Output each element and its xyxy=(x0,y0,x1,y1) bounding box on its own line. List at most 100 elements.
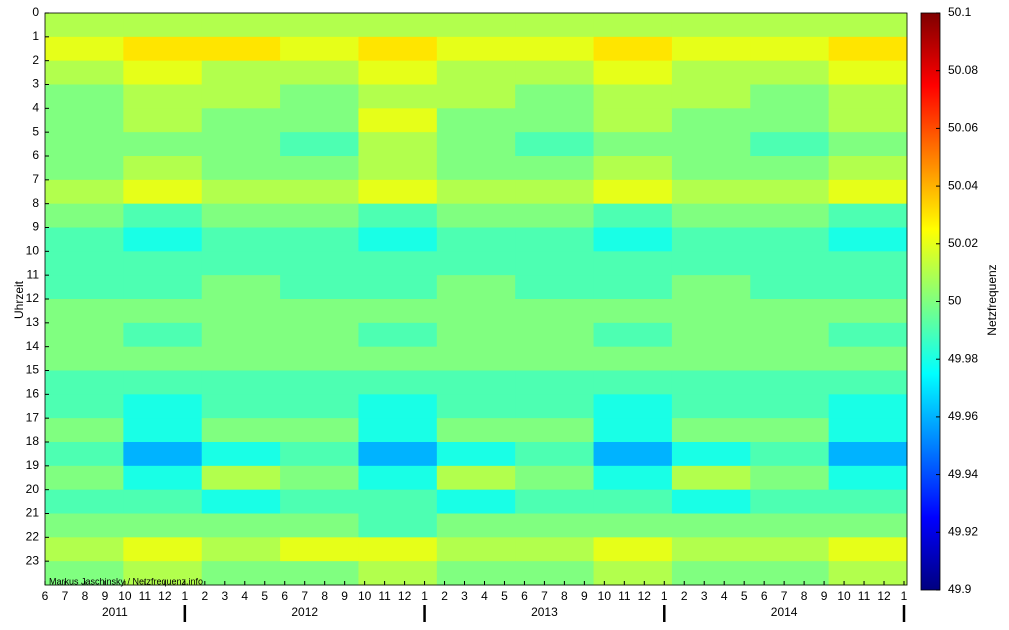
heatmap-cell xyxy=(515,346,595,371)
heatmap-cell xyxy=(45,203,124,228)
x-tick-label: 8 xyxy=(561,589,568,603)
heatmap-cell xyxy=(436,537,516,562)
heatmap-cell xyxy=(358,203,438,228)
x-tick-label: 8 xyxy=(801,589,808,603)
heatmap-cell xyxy=(45,299,124,324)
x-tick-label: 10 xyxy=(837,589,851,603)
heatmap-cell xyxy=(45,418,124,443)
heatmap-cell xyxy=(828,179,908,205)
heatmap-cell xyxy=(358,370,438,395)
heatmap-cell xyxy=(828,561,908,586)
heatmap-cell xyxy=(436,203,516,228)
heatmap-cell xyxy=(515,156,595,181)
x-tick-label: 9 xyxy=(341,589,348,603)
heatmap-cell xyxy=(828,108,908,133)
heatmap-cell xyxy=(123,346,203,371)
heatmap-cell xyxy=(671,322,751,348)
heatmap-cell xyxy=(280,299,359,324)
heatmap-cell xyxy=(201,489,281,514)
colorbar-tick-label: 49.9 xyxy=(948,582,972,596)
heatmap-cell xyxy=(201,561,281,586)
y-tick-label: 15 xyxy=(26,363,40,377)
heatmap-cell xyxy=(515,108,595,133)
heatmap-cell xyxy=(45,442,124,467)
heatmap-cell xyxy=(671,418,751,443)
heatmap-cell xyxy=(201,513,281,538)
x-tick-label: 3 xyxy=(701,589,708,603)
colorbar-tick-label: 49.94 xyxy=(948,467,978,481)
x-tick-label: 9 xyxy=(581,589,588,603)
x-tick-label: 6 xyxy=(281,589,288,603)
heatmap-cell xyxy=(123,108,203,133)
heatmap-cell xyxy=(45,465,124,491)
heatmap-cell xyxy=(45,179,124,205)
heatmap-cell xyxy=(671,346,751,371)
heatmap-cell xyxy=(280,465,359,491)
heatmap-cell xyxy=(593,36,673,62)
heatmap-cell xyxy=(593,13,673,38)
heatmap-cell xyxy=(436,179,516,205)
y-tick-label: 17 xyxy=(26,410,40,424)
heatmap-cell xyxy=(750,370,830,395)
heatmap-cell xyxy=(201,156,281,181)
heatmap-cell xyxy=(123,489,203,514)
heatmap-cell xyxy=(436,561,516,586)
colorbar-tick-label: 49.92 xyxy=(948,524,978,538)
heatmap-cell xyxy=(436,346,516,371)
y-tick-label: 8 xyxy=(32,196,39,210)
heatmap-cell xyxy=(750,179,830,205)
heatmap-cell xyxy=(515,513,595,538)
heatmap-cell xyxy=(750,108,830,133)
heatmap-cell xyxy=(201,108,281,133)
heatmap-cell xyxy=(123,179,203,205)
heatmap-cell xyxy=(358,394,438,419)
heatmap-cell xyxy=(750,442,830,467)
heatmap-cell xyxy=(201,394,281,419)
heatmap-cell xyxy=(123,513,203,538)
heatmap-cell xyxy=(515,489,595,514)
y-tick-label: 12 xyxy=(26,291,40,305)
heatmap-cell xyxy=(280,418,359,443)
heatmap-cell xyxy=(593,370,673,395)
heatmap-cell xyxy=(750,60,830,85)
heatmap-cell xyxy=(358,36,438,62)
heatmap-cell xyxy=(828,346,908,371)
heatmap-cell xyxy=(123,275,203,300)
y-tick-label: 10 xyxy=(26,244,40,258)
x-tick-label: 7 xyxy=(301,589,308,603)
heatmap-cell xyxy=(750,156,830,181)
heatmap-cell xyxy=(45,394,124,419)
heatmap-cell xyxy=(515,465,595,491)
heatmap-cell xyxy=(593,227,673,252)
heatmap-cell xyxy=(123,36,203,62)
colorbar-tick-label: 50.06 xyxy=(948,121,978,135)
heatmap-cell xyxy=(828,322,908,348)
heatmap-cell xyxy=(201,537,281,562)
x-tick-label: 10 xyxy=(358,589,372,603)
y-tick-label: 6 xyxy=(32,148,39,162)
heatmap-cell xyxy=(123,465,203,491)
y-tick-label: 13 xyxy=(26,315,40,329)
heatmap-cell xyxy=(515,13,595,38)
x-tick-label: 2 xyxy=(201,589,208,603)
y-tick-label: 9 xyxy=(32,220,39,234)
x-tick-label: 11 xyxy=(618,589,631,603)
heatmap-cell xyxy=(750,346,830,371)
heatmap-cell xyxy=(436,132,516,157)
heatmap-cell xyxy=(123,13,203,38)
heatmap-cell xyxy=(45,322,124,348)
y-tick-label: 22 xyxy=(26,530,40,544)
heatmap-cell xyxy=(123,442,203,467)
heatmap-cell xyxy=(828,489,908,514)
heatmap-cell xyxy=(828,84,908,109)
heatmap-cell xyxy=(45,13,124,38)
heatmap-cell xyxy=(671,251,751,276)
heatmap-cell xyxy=(515,60,595,85)
x-tick-label: 4 xyxy=(481,589,488,603)
heatmap-cell xyxy=(201,179,281,205)
heatmap-cell xyxy=(515,132,595,157)
heatmap-cell xyxy=(671,36,751,62)
colorbar-tick-label: 50.02 xyxy=(948,236,978,250)
heatmap-cell xyxy=(201,251,281,276)
heatmap-cell xyxy=(593,132,673,157)
